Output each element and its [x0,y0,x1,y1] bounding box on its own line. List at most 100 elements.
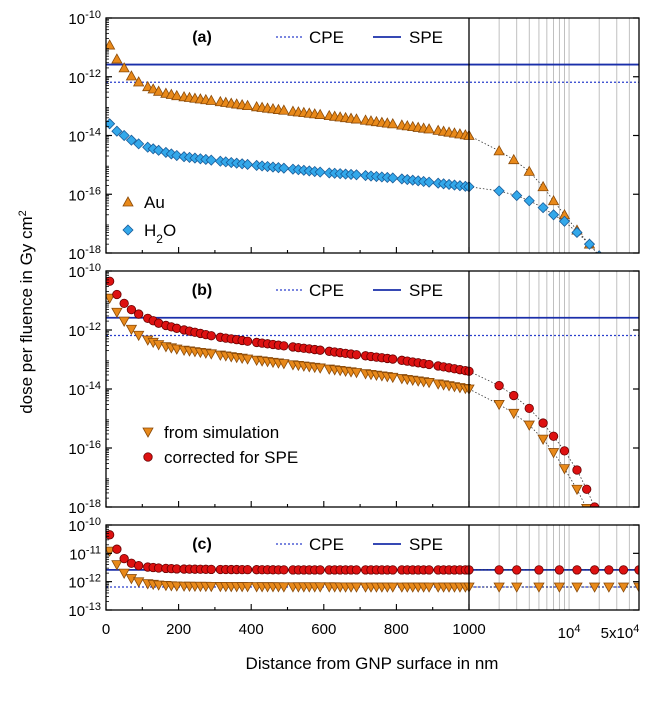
corrected-point [126,304,137,315]
legend-au-marker [122,196,134,207]
corrected-point [554,565,565,575]
corrected-point [524,403,534,414]
simulation-point [633,582,639,593]
legend-corrected-label: corrected for SPE [164,448,298,467]
simulation-point [537,434,549,445]
corrected-point [315,565,325,575]
simulation-connector [468,388,587,507]
x-tick-label: 104 [558,623,581,642]
h2o-point [133,138,145,150]
au-connector [468,135,598,253]
h2o-point [537,202,549,214]
simulation-point [132,330,145,342]
corrected-point [604,565,614,575]
series-markers [106,530,639,593]
corrected-point [572,465,582,475]
panel-c: 10-10 10-11 10-12 10-13 (c) CPE SPE [68,516,640,620]
corrected-point [494,565,504,575]
h2o-point [314,166,326,178]
corrected-point [315,345,325,355]
y-tick-label: 10-10 [68,262,101,281]
panel-label: (a) [192,29,212,46]
series-markers [106,39,614,273]
legend-corrected-marker [143,452,153,462]
corrected-point [512,565,522,575]
simulation-point [423,378,435,389]
simulation-point [547,448,560,459]
au-point [205,94,217,105]
h2o-point [242,158,254,171]
au-point [147,83,159,94]
corrected-point [509,390,519,401]
y-tick-label: 10-11 [69,544,101,563]
corrected-point [618,565,629,575]
legend-au-label: Au [144,193,165,212]
corrected-point [634,565,639,575]
h2o-point [118,129,130,142]
au-point [508,153,520,165]
corrected-point [119,553,129,564]
legend-simulation-marker [142,427,154,438]
x-axis-title: Distance from GNP surface in nm [246,654,499,673]
corrected-point [279,565,289,575]
x-tick-label: 200 [166,621,191,638]
simulation-point [278,582,290,593]
au-point [523,165,535,176]
x-tick-label: 800 [384,621,409,638]
au-point [350,113,363,124]
x-tick-label: 400 [239,621,264,638]
log-grid [498,18,630,253]
y-tick-label: 10-10 [68,9,101,28]
h2o-point [423,176,435,188]
simulation-point [111,307,123,319]
simulation-point [533,582,545,593]
series-markers [106,276,600,507]
h2o-point [604,263,614,273]
corrected-point [206,564,216,575]
simulation-point [205,581,217,593]
simulation-point [558,464,571,475]
h2o-point [547,209,560,221]
au-point [106,39,116,50]
corrected-point [534,565,544,575]
reference-lines [106,63,639,83]
simulation-point [205,349,217,360]
simulation-point [493,582,505,593]
corrected-point [134,560,144,571]
y-tick-label: 10-12 [68,573,101,592]
legend-h2o-marker [122,224,134,236]
au-point [547,194,560,206]
h2o-point [205,154,217,166]
panel-b: 10-10 10-12 10-14 10-16 10-18 (b) CPE SPE from s… [68,262,640,517]
corrected-point [388,565,398,575]
h2o-point [350,169,363,181]
corrected-point [589,565,600,575]
x-tick-label: 1000 [452,621,485,638]
corrected-point [112,289,122,300]
corrected-point [351,565,362,575]
corrected-point [242,336,253,346]
panel-a: 10-10 10-12 10-14 10-16 10-18 (a) CPE SPE Au H2O [68,9,640,273]
h2o-point [125,134,137,146]
y-tick-label: 10-18 [68,244,101,263]
simulation-point [423,582,435,593]
h2o-point [493,185,505,197]
y-tick-label: 10-16 [68,439,101,458]
y-tick-label: 10-18 [68,498,101,517]
corrected-connector [468,370,595,507]
h2o-connector [468,186,598,253]
simulation-point [350,368,363,379]
simulation-point [118,316,130,327]
au-point [423,123,435,134]
y-tick-label: 10-10 [68,516,101,535]
simulation-point [387,372,399,384]
au-point [118,62,130,73]
au-point [241,99,254,111]
au-point [152,85,165,96]
simulation-point [387,582,399,593]
au-point [132,76,145,87]
legend-cpe-label: CPE [309,535,344,554]
simulation-point [314,363,326,374]
corrected-point [548,431,559,441]
